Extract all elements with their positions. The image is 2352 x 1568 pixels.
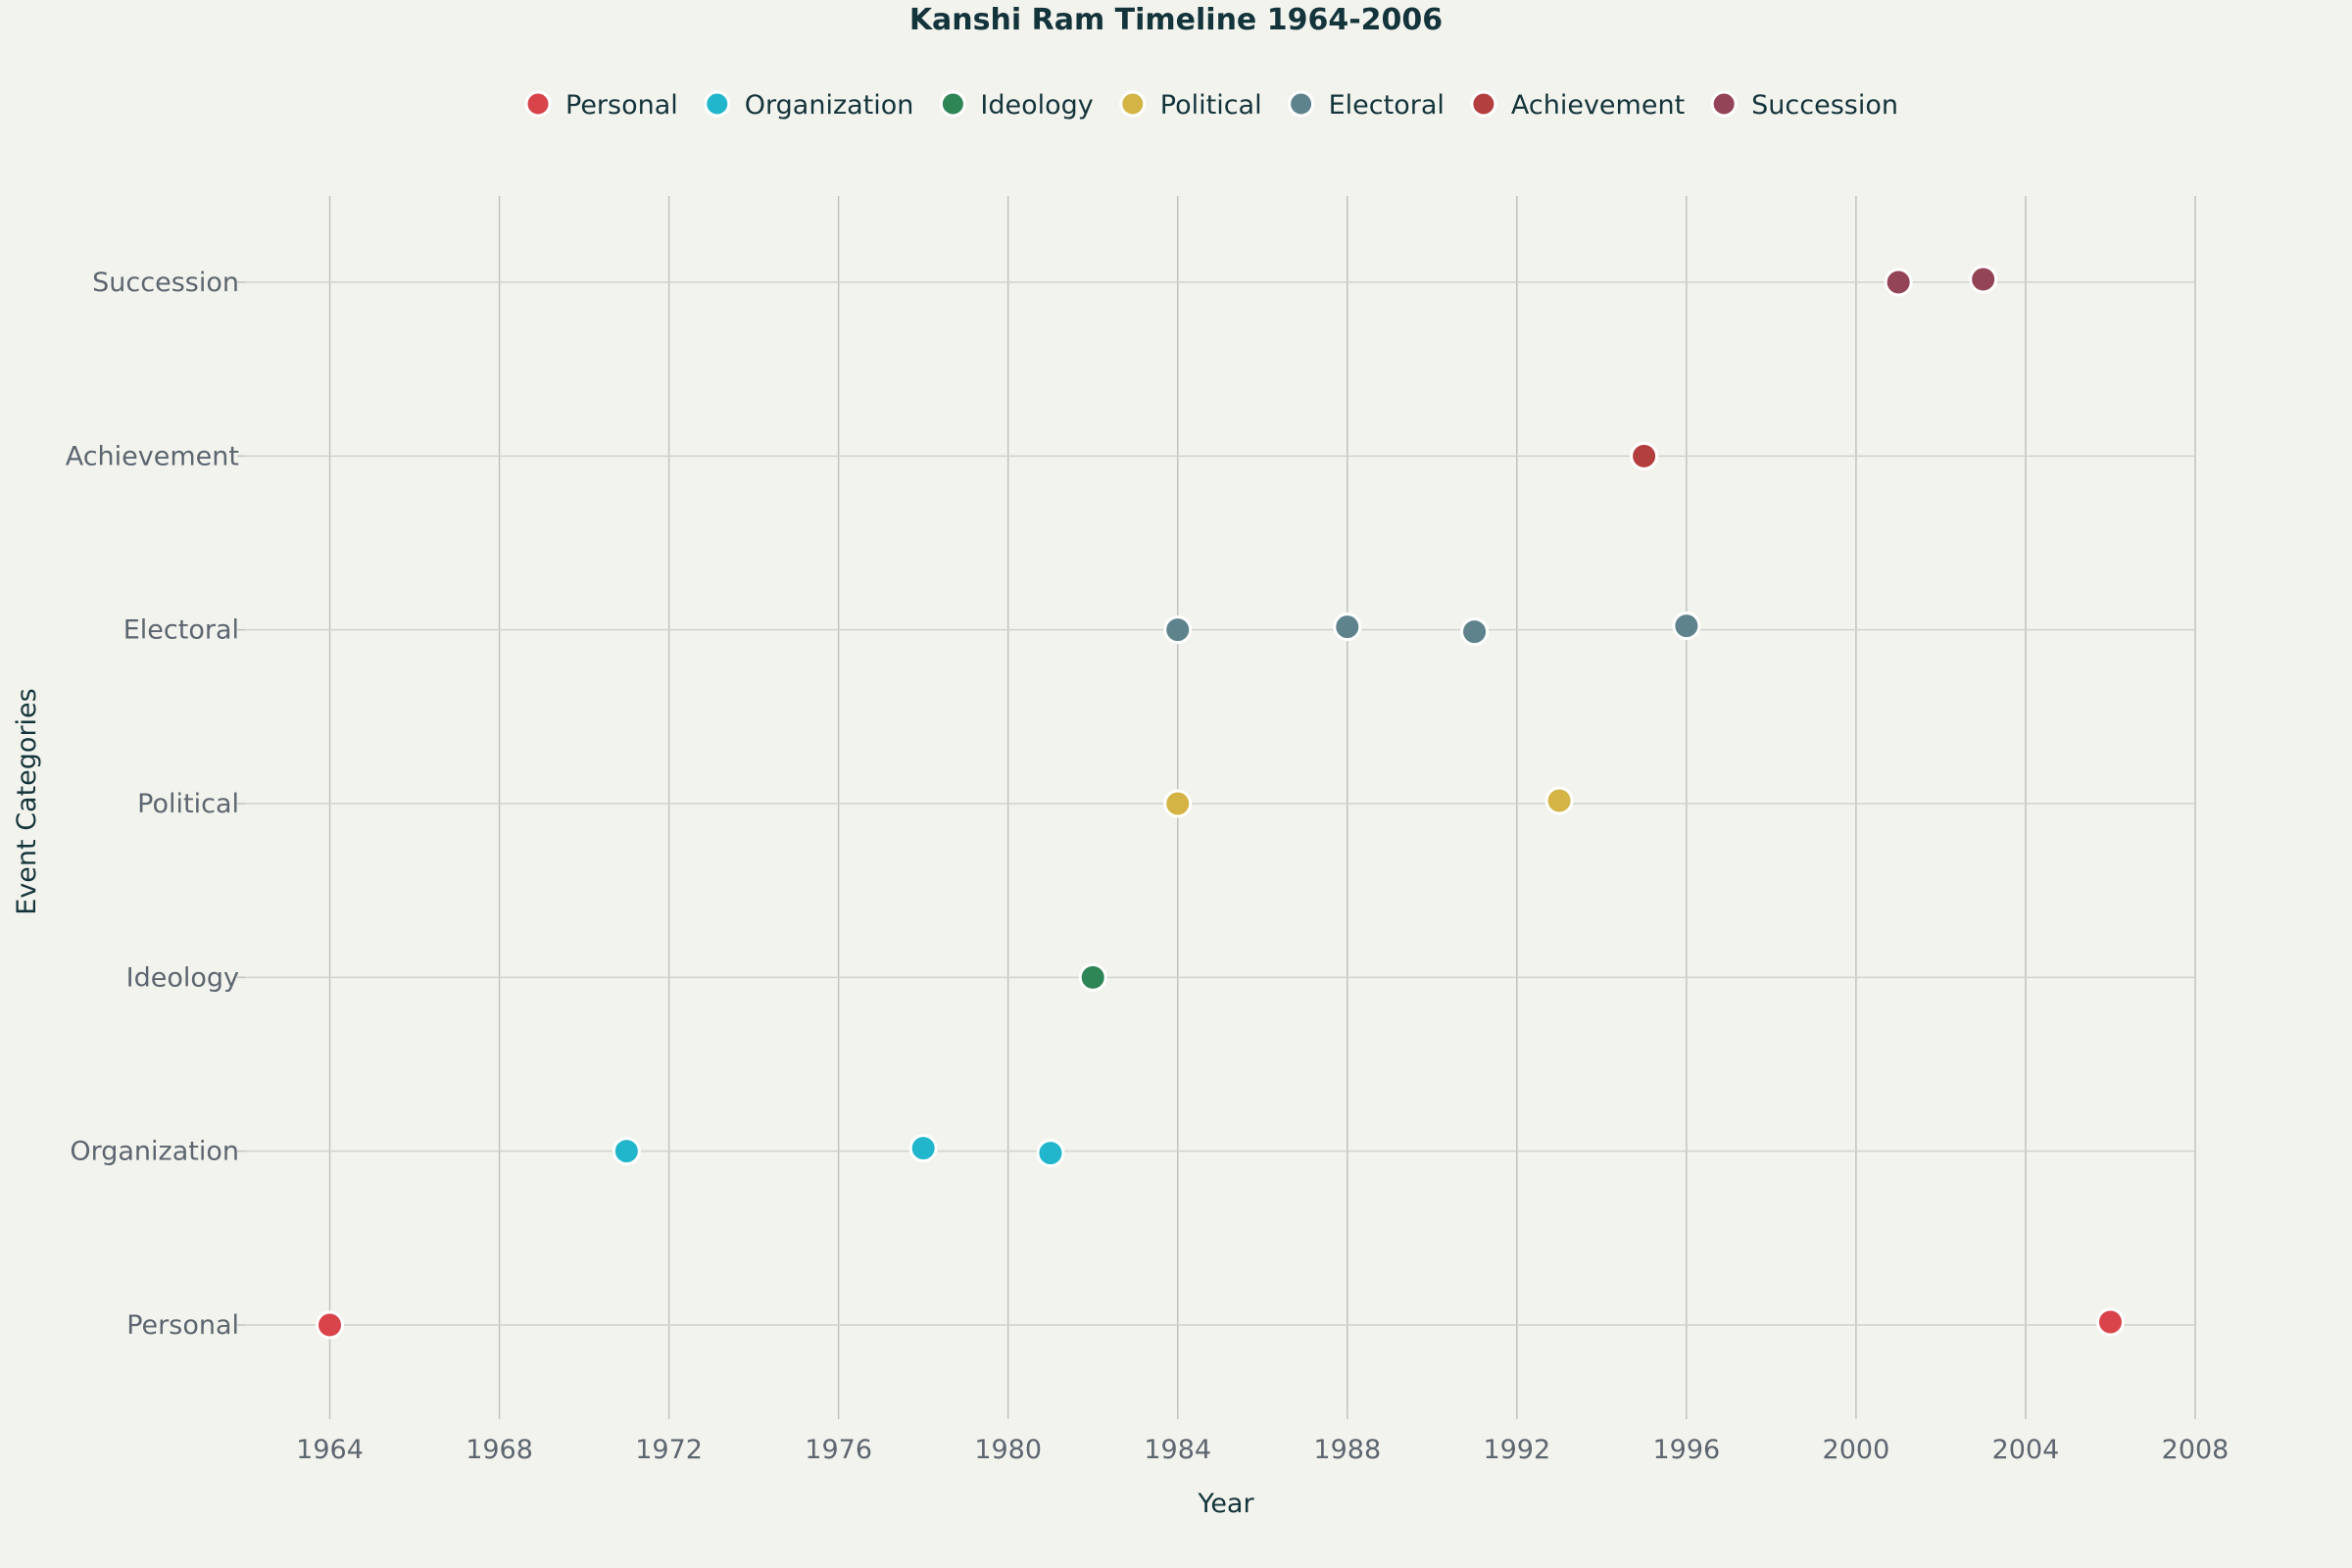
y-tick-label: Personal (126, 1310, 239, 1341)
legend-marker (1470, 90, 1497, 118)
point-organization (908, 1134, 938, 1163)
legend-item-ideology: Ideology (939, 90, 1094, 121)
x-tick-label: 1992 (1483, 1435, 1550, 1465)
point-organization (1036, 1139, 1065, 1168)
y-tick-label: Political (137, 789, 239, 819)
point-personal (2095, 1307, 2125, 1337)
y-tick-label: Electoral (123, 615, 239, 646)
legend-marker (1288, 90, 1315, 118)
legend-item-political: Political (1119, 90, 1262, 121)
legend-label: Organization (745, 90, 914, 121)
legend-item-electoral: Electoral (1288, 90, 1445, 121)
y-tick-label: Organization (70, 1137, 239, 1167)
point-succession (1969, 265, 1998, 294)
point-electoral (1460, 617, 1490, 647)
point-electoral (1672, 612, 1701, 641)
legend-item-personal: Personal (524, 90, 678, 121)
x-tick-label: 2000 (1823, 1435, 1890, 1465)
point-political (1544, 786, 1574, 815)
y-tick-label: Achievement (66, 441, 239, 471)
data-points (316, 265, 2125, 1340)
legend-label: Achievement (1511, 90, 1685, 121)
legend-marker (704, 90, 731, 118)
x-tick-label: 2008 (2162, 1435, 2230, 1465)
point-succession (1884, 268, 1913, 297)
x-tick-label: 1984 (1144, 1435, 1211, 1465)
point-electoral (1333, 612, 1362, 642)
legend-label: Personal (565, 90, 678, 121)
point-achievement (1630, 441, 1659, 470)
legend-marker (939, 90, 966, 118)
y-tick-label: Ideology (126, 962, 239, 993)
legend-item-succession: Succession (1710, 90, 1898, 121)
point-organization (612, 1137, 641, 1166)
legend: Personal Organization Ideology Political Ele… (524, 90, 1898, 121)
legend-item-organization: Organization (704, 90, 914, 121)
x-tick-label: 1980 (974, 1435, 1042, 1465)
x-tick-label: 1972 (635, 1435, 703, 1465)
y-tick-label: Succession (92, 268, 239, 298)
x-tick-label: 1996 (1653, 1435, 1721, 1465)
legend-marker (524, 90, 552, 118)
x-tick-label: 1988 (1313, 1435, 1381, 1465)
grid (245, 196, 2196, 1411)
legend-label: Political (1160, 90, 1262, 121)
y-axis-ticks: Personal Organization Ideology Political Ele… (66, 268, 245, 1341)
x-tick-label: 2004 (1992, 1435, 2060, 1465)
legend-label: Electoral (1329, 90, 1445, 121)
chart-title: Kanshi Ram Timeline 1964-2006 (909, 3, 1443, 37)
y-axis-title: Event Categories (12, 688, 42, 914)
x-tick-label: 1968 (466, 1435, 533, 1465)
x-tick-label: 1976 (805, 1435, 872, 1465)
point-ideology (1078, 962, 1107, 992)
point-political (1163, 789, 1193, 818)
legend-marker (1710, 90, 1738, 118)
legend-marker (1119, 90, 1147, 118)
legend-label: Ideology (980, 90, 1093, 121)
legend-label: Succession (1751, 90, 1898, 121)
legend-item-achievement: Achievement (1470, 90, 1685, 121)
x-axis-ticks: 1964 1968 1972 1976 1980 1984 1988 1992 1996 2000… (296, 1411, 2229, 1465)
x-axis-title: Year (1197, 1489, 1254, 1519)
point-electoral (1163, 615, 1193, 645)
x-tick-label: 1964 (296, 1435, 364, 1465)
point-personal (316, 1310, 345, 1340)
